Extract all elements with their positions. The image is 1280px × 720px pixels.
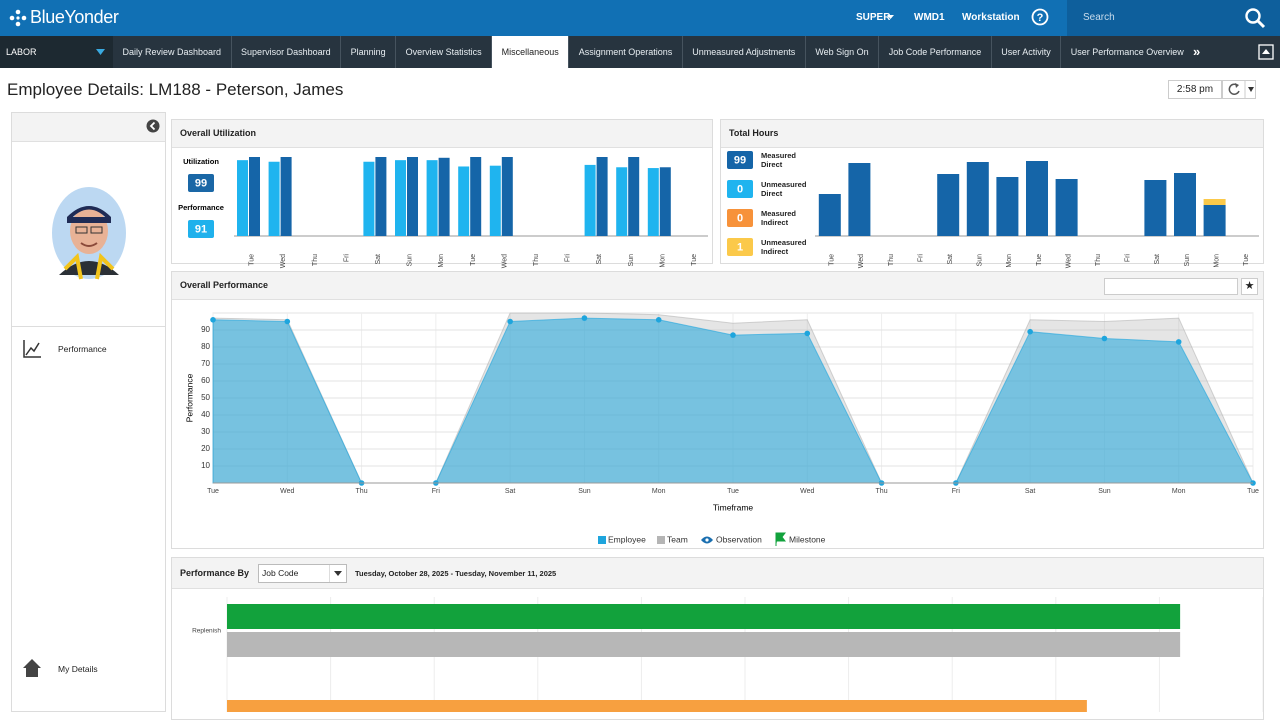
svg-text:?: ?: [1037, 12, 1044, 24]
search-icon[interactable]: [1244, 7, 1266, 29]
app-select[interactable]: LABOR: [0, 36, 113, 68]
legend-label: Unmeasured Direct: [761, 180, 807, 198]
tab[interactable]: Overview Statistics: [396, 36, 493, 68]
nav-item[interactable]: Performance: [58, 344, 107, 354]
time: 2:58 pm: [1168, 80, 1222, 99]
tab[interactable]: Job Code Performance: [879, 36, 992, 68]
caret: [887, 15, 894, 19]
panel-title: Overall Utilization: [172, 120, 712, 148]
tab-bar: LABOR Daily Review Dashboard Supervisor D…: [0, 36, 1280, 68]
tab[interactable]: Supervisor Dashboard: [232, 36, 342, 68]
panel-title: Overall Performance: [172, 272, 1263, 300]
logo-icon: [9, 9, 27, 27]
avatar: [52, 187, 126, 280]
tab[interactable]: Assignment Operations: [569, 36, 683, 68]
header: BlueYonder SUPER WMD1 Workstation ? Sear…: [0, 0, 1280, 36]
more-tabs[interactable]: »: [1193, 44, 1201, 59]
group-select[interactable]: Job Code: [258, 564, 347, 583]
tab[interactable]: Web Sign On: [806, 36, 880, 68]
sidebar: Performance My Details: [11, 112, 166, 712]
panel-title: Performance By: [180, 568, 250, 578]
panel-header: Performance By: [172, 558, 1263, 589]
refresh-control[interactable]: [1222, 80, 1256, 99]
home-icon[interactable]: [22, 658, 42, 678]
help-icon[interactable]: ?: [1031, 8, 1049, 26]
brand[interactable]: BlueYonder: [30, 7, 119, 27]
filter-select[interactable]: [1104, 278, 1238, 295]
caret: [96, 49, 105, 55]
collapse-icon[interactable]: [1258, 44, 1274, 60]
tab[interactable]: Planning: [341, 36, 397, 68]
menu-item[interactable]: Workstation: [962, 12, 1020, 23]
utilization-panel: Overall Utilization: [171, 119, 713, 264]
legend-label: Measured Direct: [761, 151, 797, 169]
search-box[interactable]: Search: [1067, 0, 1280, 36]
divider: [12, 326, 165, 327]
performance-by-panel: Performance By Job Code Tuesday, October…: [171, 557, 1264, 720]
refresh-icon[interactable]: [1223, 81, 1255, 98]
tab-list: Daily Review Dashboard Supervisor Dashboa…: [113, 36, 1191, 68]
date-range: Tuesday, October 28, 2025 - Tuesday, Nov…: [355, 569, 557, 578]
legend-label: Measured Indirect: [761, 209, 797, 227]
tab[interactable]: Unmeasured Adjustments: [683, 36, 806, 68]
favorite-button[interactable]: ★: [1241, 278, 1258, 295]
panel-title: Total Hours: [721, 120, 1263, 148]
tab[interactable]: User Performance Overview: [1061, 36, 1191, 68]
menu-item[interactable]: SUPER: [856, 12, 891, 23]
page-title: Employee Details: LM188 - Peterson, Jame…: [7, 80, 344, 99]
back-icon[interactable]: [146, 119, 160, 133]
hours-panel: Total Hours: [720, 119, 1264, 264]
tab[interactable]: User Activity: [992, 36, 1062, 68]
menu-item[interactable]: WMD1: [914, 12, 945, 23]
select-caret[interactable]: [329, 564, 347, 583]
legend-label: Unmeasured Indirect: [761, 238, 807, 256]
nav-item[interactable]: My Details: [58, 664, 98, 674]
sidebar-header: [12, 113, 165, 142]
performance-panel: Overall Performance ★: [171, 271, 1264, 549]
performance-icon[interactable]: [22, 339, 42, 359]
search-placeholder: Search: [1083, 12, 1115, 23]
tab[interactable]: Daily Review Dashboard: [113, 36, 232, 68]
tab[interactable]: Miscellaneous: [492, 36, 570, 68]
